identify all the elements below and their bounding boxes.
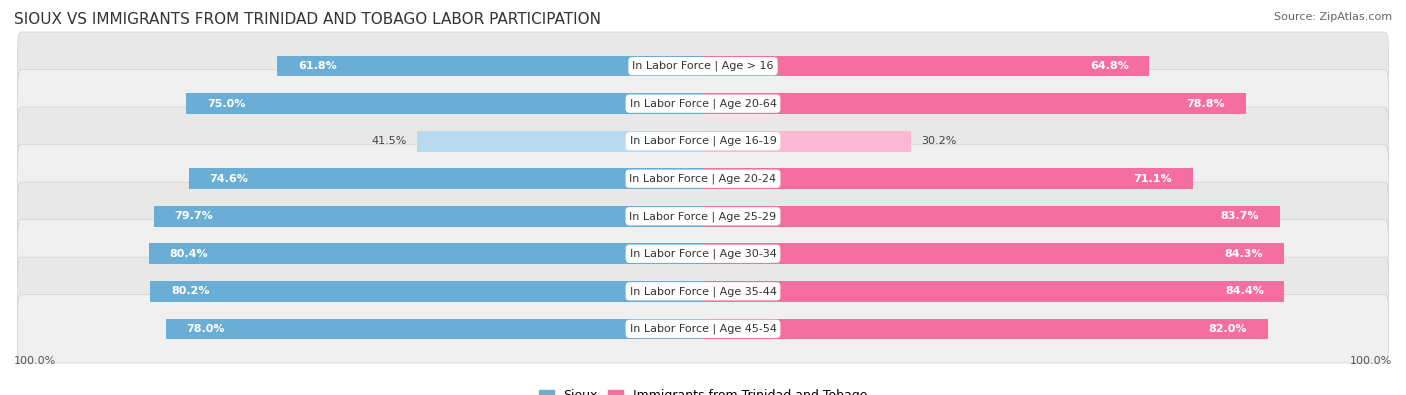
Bar xyxy=(150,281,703,302)
Text: In Labor Force | Age 30-34: In Labor Force | Age 30-34 xyxy=(630,248,776,259)
Text: In Labor Force | Age 20-64: In Labor Force | Age 20-64 xyxy=(630,98,776,109)
FancyBboxPatch shape xyxy=(17,182,1389,250)
Text: In Labor Force | Age 45-54: In Labor Force | Age 45-54 xyxy=(630,324,776,334)
FancyBboxPatch shape xyxy=(17,107,1389,175)
Text: 64.8%: 64.8% xyxy=(1090,61,1129,71)
Text: In Labor Force | Age 20-24: In Labor Force | Age 20-24 xyxy=(630,173,776,184)
FancyBboxPatch shape xyxy=(17,145,1389,213)
Bar xyxy=(149,243,703,264)
FancyBboxPatch shape xyxy=(17,70,1389,138)
Legend: Sioux, Immigrants from Trinidad and Tobago: Sioux, Immigrants from Trinidad and Toba… xyxy=(534,384,872,395)
Text: 84.4%: 84.4% xyxy=(1225,286,1264,296)
Text: 30.2%: 30.2% xyxy=(921,136,956,146)
Text: 80.2%: 80.2% xyxy=(172,286,209,296)
Bar xyxy=(277,56,703,77)
FancyBboxPatch shape xyxy=(17,257,1389,325)
Bar xyxy=(703,131,911,152)
Text: SIOUX VS IMMIGRANTS FROM TRINIDAD AND TOBAGO LABOR PARTICIPATION: SIOUX VS IMMIGRANTS FROM TRINIDAD AND TO… xyxy=(14,12,600,27)
Text: 80.4%: 80.4% xyxy=(170,249,208,259)
Bar xyxy=(703,206,1279,227)
Text: 79.7%: 79.7% xyxy=(174,211,214,221)
Text: 71.1%: 71.1% xyxy=(1133,174,1173,184)
FancyBboxPatch shape xyxy=(17,220,1389,288)
Text: 78.0%: 78.0% xyxy=(186,324,225,334)
Bar xyxy=(186,93,703,114)
Bar xyxy=(418,131,703,152)
Bar xyxy=(703,281,1285,302)
Text: In Labor Force | Age 35-44: In Labor Force | Age 35-44 xyxy=(630,286,776,297)
FancyBboxPatch shape xyxy=(17,295,1389,363)
Bar xyxy=(703,168,1192,189)
Text: 100.0%: 100.0% xyxy=(1350,356,1392,366)
FancyBboxPatch shape xyxy=(17,32,1389,100)
Bar xyxy=(166,318,703,339)
Text: Source: ZipAtlas.com: Source: ZipAtlas.com xyxy=(1274,12,1392,22)
Bar xyxy=(703,243,1284,264)
Bar xyxy=(703,56,1150,77)
Bar xyxy=(703,93,1246,114)
Bar xyxy=(188,168,703,189)
Bar xyxy=(703,318,1268,339)
Text: 83.7%: 83.7% xyxy=(1220,211,1258,221)
Bar xyxy=(153,206,703,227)
Text: In Labor Force | Age 16-19: In Labor Force | Age 16-19 xyxy=(630,136,776,147)
Text: In Labor Force | Age 25-29: In Labor Force | Age 25-29 xyxy=(630,211,776,222)
Text: 84.3%: 84.3% xyxy=(1225,249,1263,259)
Text: 75.0%: 75.0% xyxy=(207,99,245,109)
Text: 41.5%: 41.5% xyxy=(371,136,406,146)
Text: 74.6%: 74.6% xyxy=(209,174,249,184)
Text: 100.0%: 100.0% xyxy=(14,356,56,366)
Text: 78.8%: 78.8% xyxy=(1187,99,1225,109)
Text: In Labor Force | Age > 16: In Labor Force | Age > 16 xyxy=(633,61,773,71)
Text: 61.8%: 61.8% xyxy=(298,61,336,71)
Text: 82.0%: 82.0% xyxy=(1209,324,1247,334)
